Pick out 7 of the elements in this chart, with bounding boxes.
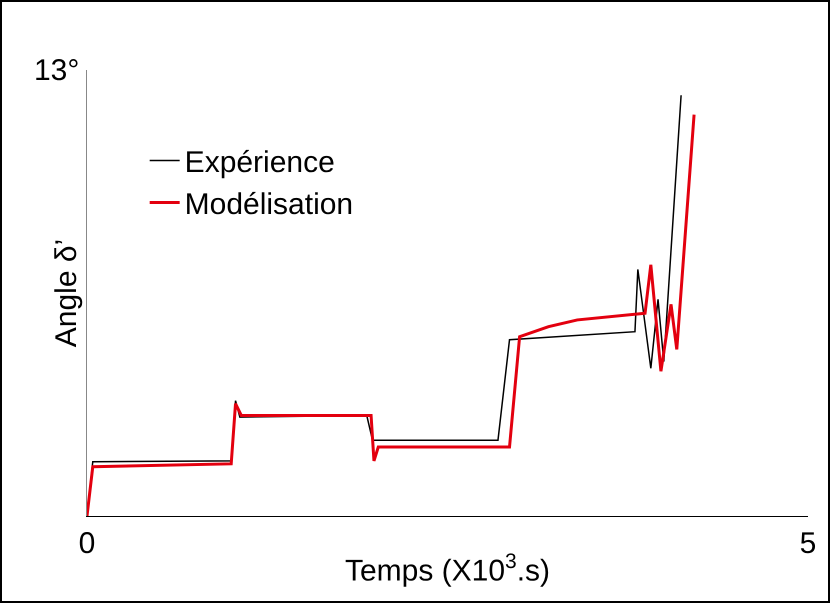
text: 13° <box>34 54 80 87</box>
legend-label: Modélisation <box>184 188 354 222</box>
x-tick-label: 0 <box>78 527 96 560</box>
y-axis-title: Angle δ’ <box>50 238 83 348</box>
legend-label: Expérience <box>184 146 335 180</box>
x-tick-label: 5 <box>800 527 816 560</box>
x-axis-title: Temps (X10$^{3}$.s) <box>344 550 550 588</box>
